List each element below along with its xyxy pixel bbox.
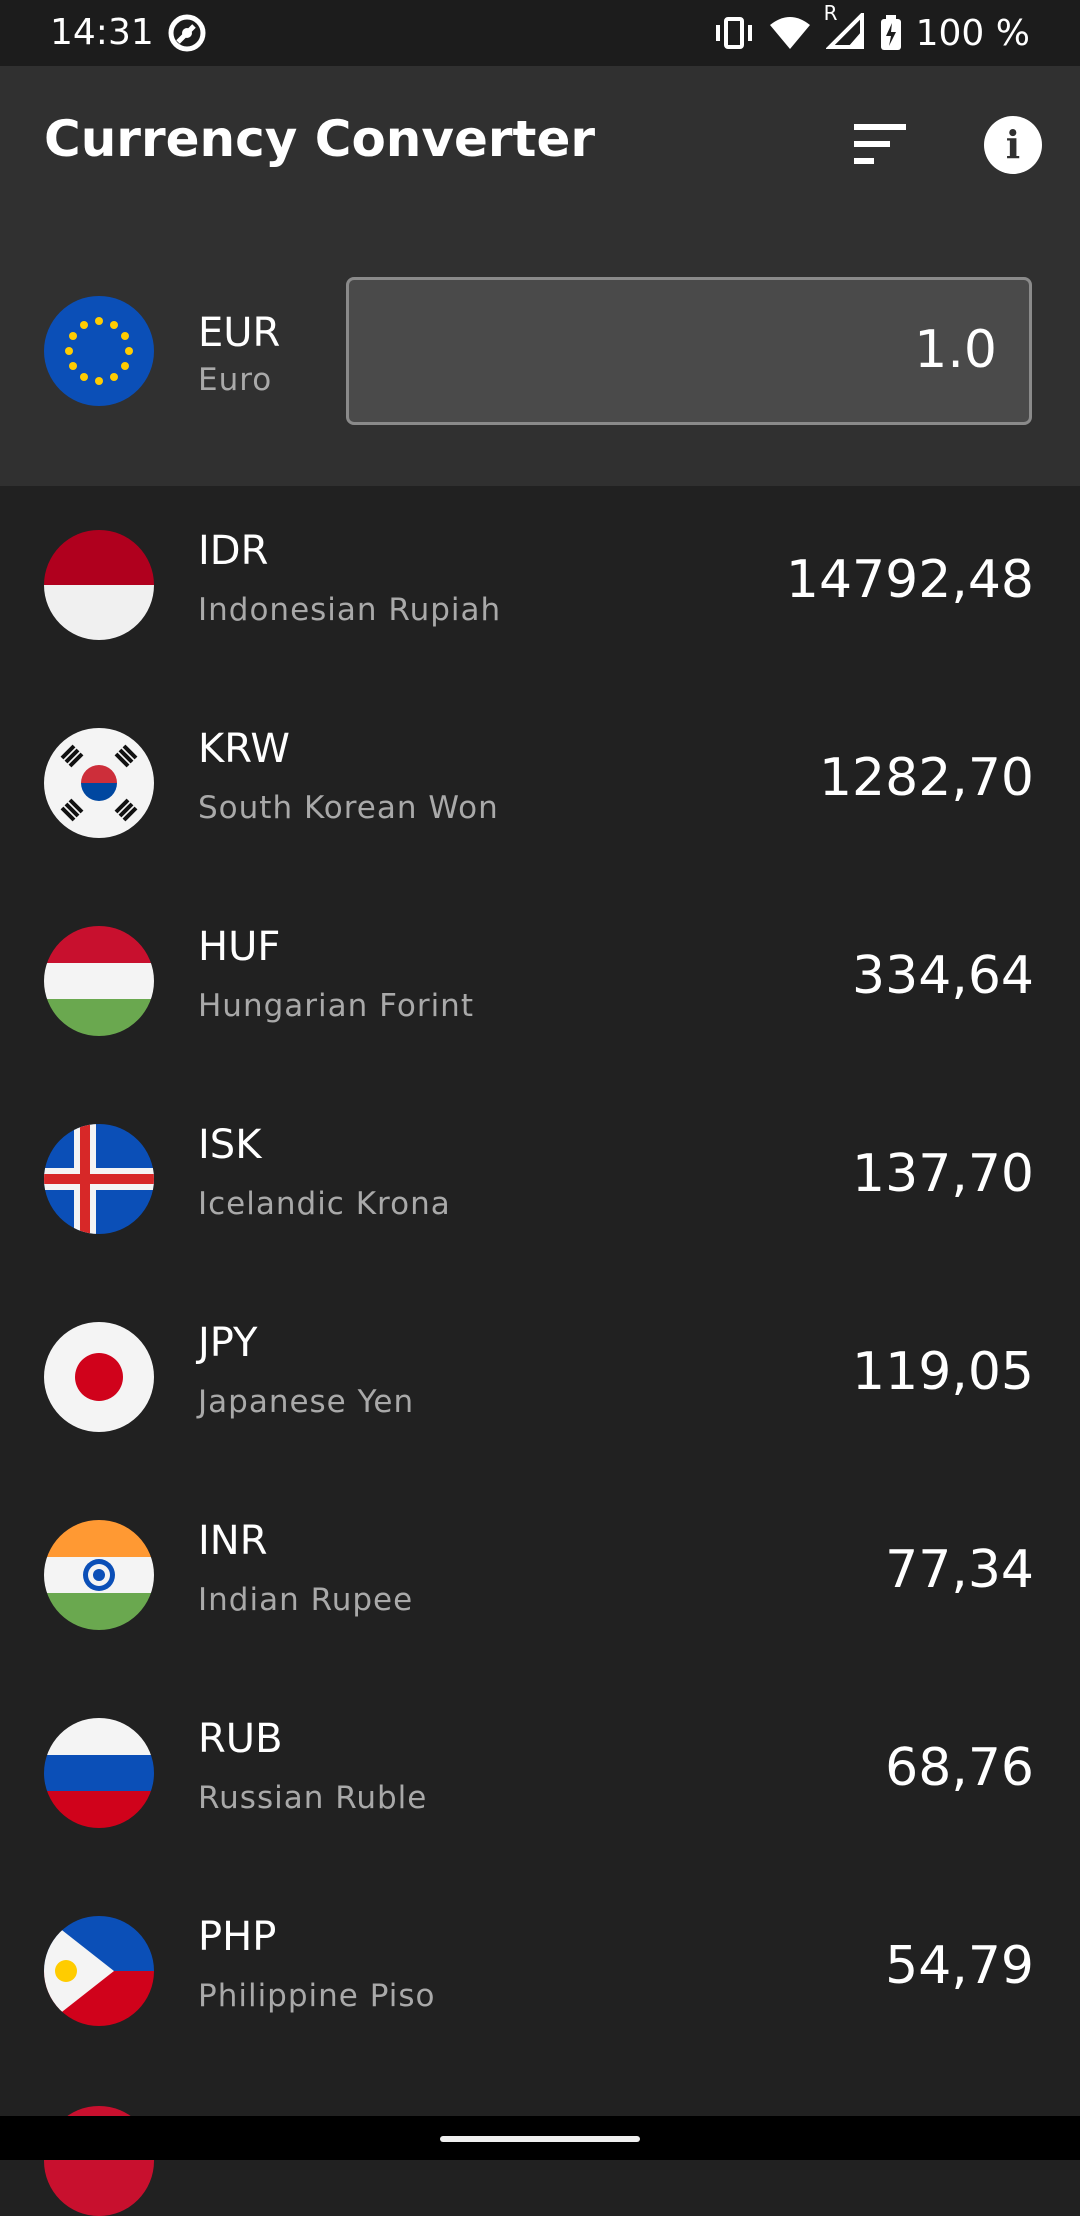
currency-code: HUF [198, 924, 281, 970]
wifi-icon [769, 17, 810, 49]
currency-code: KRW [198, 726, 290, 772]
list-item[interactable]: KRW South Korean Won 1282,70 [0, 684, 1080, 882]
list-item[interactable]: HUF Hungarian Forint 334,64 [0, 882, 1080, 1080]
philippines-flag-icon [44, 1916, 154, 2026]
list-item[interactable]: IDR Indonesian Rupiah 14792,48 [0, 486, 1080, 684]
cell-signal: R [824, 1, 866, 53]
converted-value: 334,64 [852, 946, 1034, 1006]
currency-name: Philippine Piso [198, 1978, 436, 2014]
currency-name: Hungarian Forint [198, 988, 474, 1024]
status-bar: 14:31 R 100 % [0, 0, 1080, 66]
navigation-bar [0, 2116, 1080, 2160]
vibrate-icon [715, 17, 752, 49]
currency-name: South Korean Won [198, 790, 499, 826]
converted-value: 1282,70 [818, 748, 1034, 808]
currency-code: ISK [198, 1122, 262, 1168]
currency-code: IDR [198, 528, 269, 574]
converted-value: 77,34 [885, 1540, 1034, 1600]
currency-name: Indonesian Rupiah [198, 592, 502, 628]
hungary-flag-icon [44, 926, 154, 1036]
currency-code: RUB [198, 1716, 283, 1762]
roaming-badge: R [823, 1, 838, 25]
converted-value: 68,76 [885, 1738, 1034, 1798]
eu-flag-icon[interactable] [44, 296, 154, 406]
list-item[interactable]: RUB Russian Ruble 68,76 [0, 1674, 1080, 1872]
status-time: 14:31 [50, 12, 154, 53]
south-korea-flag-icon [44, 728, 154, 838]
currency-name: Indian Rupee [198, 1582, 414, 1618]
battery-percent: 100 % [915, 12, 1030, 54]
cell-signal-icon [824, 10, 864, 49]
info-icon[interactable]: i [984, 116, 1042, 174]
japan-flag-icon [44, 1322, 154, 1432]
amount-input-value: 1.0 [914, 320, 997, 380]
sort-icon[interactable] [850, 116, 914, 172]
currency-name: Russian Ruble [198, 1780, 428, 1816]
currency-name: Japanese Yen [198, 1384, 415, 1420]
list-item[interactable]: JPY Japanese Yen 119,05 [0, 1278, 1080, 1476]
converted-value: 14792,48 [785, 550, 1034, 610]
currency-code: JPY [198, 1320, 258, 1366]
indonesia-flag-icon [44, 530, 154, 640]
currency-code: INR [198, 1518, 268, 1564]
iceland-flag-icon [44, 1124, 154, 1234]
india-flag-icon [44, 1520, 154, 1630]
base-currency-code[interactable]: EUR [198, 310, 281, 356]
converted-value: 137,70 [852, 1144, 1034, 1204]
converted-value: 119,05 [852, 1342, 1034, 1402]
currency-code: PHP [198, 1914, 277, 1960]
app-title: Currency Converter [44, 110, 596, 168]
info-glyph: i [1005, 122, 1021, 167]
currency-name: Icelandic Krona [198, 1186, 451, 1222]
base-currency-name: Euro [198, 362, 273, 398]
battery-charging-icon [880, 15, 901, 50]
amount-input[interactable]: 1.0 [346, 277, 1032, 425]
home-gesture-handle[interactable] [440, 2136, 640, 2142]
list-item[interactable]: ISK Icelandic Krona 137,70 [0, 1080, 1080, 1278]
list-item[interactable]: PHP Philippine Piso 54,79 [0, 1872, 1080, 2070]
converted-value: 54,79 [885, 1936, 1034, 1996]
russia-flag-icon [44, 1718, 154, 1828]
list-item[interactable]: INR Indian Rupee 77,34 [0, 1476, 1080, 1674]
app-notification-icon [168, 14, 206, 52]
